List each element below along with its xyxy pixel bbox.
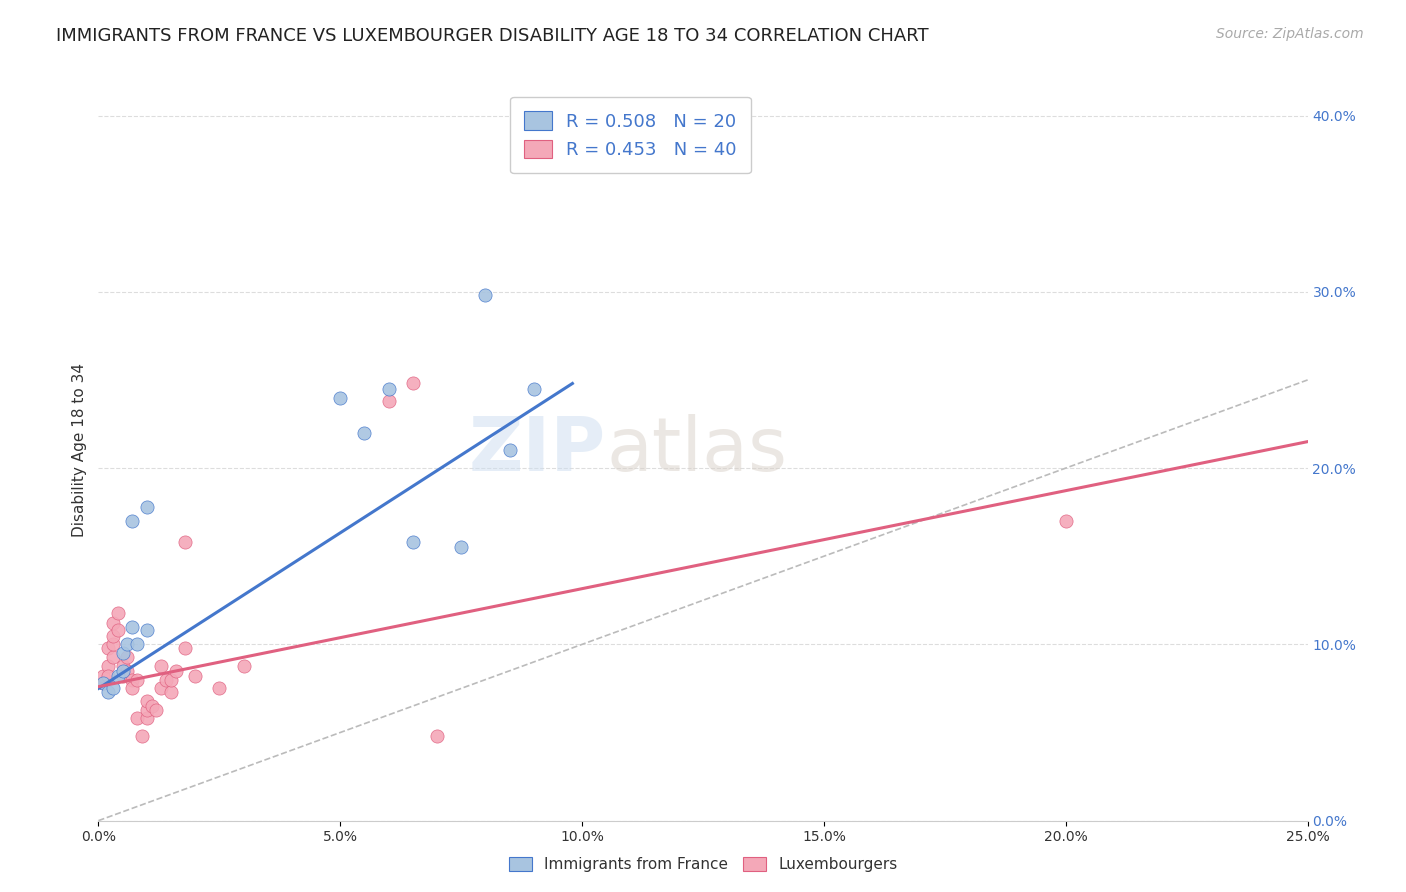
Text: Source: ZipAtlas.com: Source: ZipAtlas.com (1216, 27, 1364, 41)
Point (474, 288, 496, 302)
Point (174, 535, 197, 549)
Point (121, 681, 143, 696)
Point (97, 640, 120, 655)
Point (101, 628, 124, 642)
Point (135, 624, 157, 638)
Point (160, 685, 183, 699)
Point (184, 669, 207, 683)
Point (107, 606, 129, 620)
Point (450, 541, 472, 555)
Point (121, 620, 143, 634)
Point (135, 703, 157, 717)
Point (127, 637, 149, 651)
Point (101, 649, 124, 664)
Point (111, 664, 134, 678)
Point (117, 637, 139, 651)
Point (111, 658, 134, 673)
Point (150, 658, 173, 673)
Point (117, 649, 139, 664)
Point (107, 624, 129, 638)
Point (127, 711, 149, 725)
Text: IMMIGRANTS FROM FRANCE VS LUXEMBOURGER DISABILITY AGE 18 TO 34 CORRELATION CHART: IMMIGRANTS FROM FRANCE VS LUXEMBOURGER D… (56, 27, 929, 45)
Point (232, 658, 254, 673)
Point (101, 681, 124, 696)
Point (111, 646, 134, 660)
Point (174, 640, 197, 655)
Point (131, 729, 153, 743)
Point (329, 391, 352, 405)
Point (101, 637, 124, 651)
Point (498, 443, 520, 458)
Point (111, 669, 134, 683)
Point (155, 673, 177, 687)
Point (135, 694, 157, 708)
Point (1054, 514, 1077, 528)
Point (117, 664, 139, 678)
Point (402, 376, 425, 391)
Point (127, 673, 149, 687)
Point (121, 514, 143, 528)
Point (208, 681, 231, 696)
Point (135, 711, 157, 725)
Point (377, 394, 399, 409)
Point (91, 676, 114, 690)
Point (135, 500, 157, 514)
Point (160, 673, 183, 687)
Text: ZIP: ZIP (470, 414, 606, 487)
Point (121, 673, 143, 687)
Point (101, 616, 124, 631)
Point (523, 382, 546, 396)
Point (353, 425, 375, 440)
Point (141, 699, 163, 714)
Legend: Immigrants from France, Luxembourgers: Immigrants from France, Luxembourgers (501, 849, 905, 880)
Point (97, 685, 120, 699)
Point (402, 535, 425, 549)
Point (97, 669, 120, 683)
Point (145, 703, 167, 717)
Point (107, 669, 129, 683)
Point (91, 676, 114, 690)
Text: atlas: atlas (606, 414, 787, 487)
Point (91, 669, 114, 683)
Point (377, 382, 399, 396)
Point (165, 664, 187, 678)
Point (150, 681, 173, 696)
Point (426, 729, 449, 743)
Point (97, 658, 120, 673)
Y-axis label: Disability Age 18 to 34: Disability Age 18 to 34 (72, 363, 87, 538)
